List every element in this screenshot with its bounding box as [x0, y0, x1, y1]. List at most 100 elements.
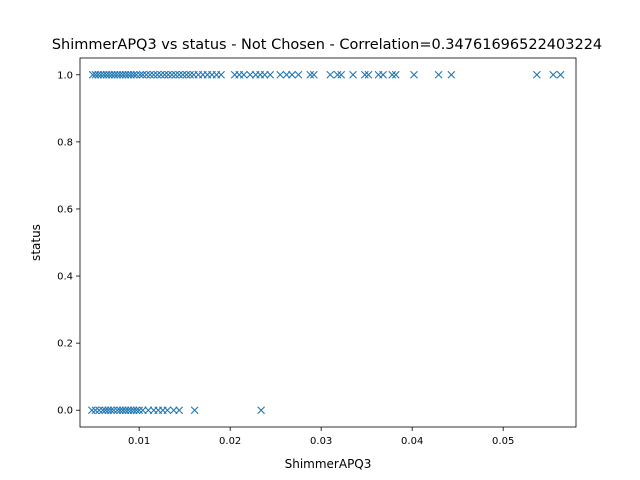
- data-point: [127, 70, 135, 79]
- y-tick-label: 0.2: [57, 339, 73, 350]
- data-point: [107, 70, 116, 79]
- data-point: [129, 70, 138, 79]
- data-point: [91, 70, 100, 79]
- data-point: [349, 70, 357, 79]
- data-point: [88, 70, 97, 79]
- data-point: [288, 70, 296, 79]
- y-tick-label: 0.0: [57, 406, 73, 417]
- data-point: [107, 406, 115, 415]
- x-tick-label: 0.04: [401, 436, 423, 447]
- data-point: [129, 406, 138, 415]
- chart-title: ShimmerAPQ3 vs status - Not Chosen - Cor…: [52, 37, 602, 53]
- data-point: [127, 406, 135, 415]
- data-point: [447, 70, 456, 79]
- data-point: [138, 70, 147, 79]
- y-axis-label: status: [29, 224, 43, 261]
- data-point: [246, 70, 255, 79]
- data-point: [379, 70, 387, 79]
- data-point: [306, 70, 315, 79]
- data-point: [556, 70, 565, 79]
- x-axis: 0.01 0.02 0.03 0.04 0.05: [128, 427, 514, 447]
- x-tick-label: 0.02: [219, 436, 241, 447]
- data-point: [132, 406, 141, 415]
- x-axis-label: ShimmerAPQ3: [285, 457, 372, 471]
- data-point: [118, 70, 127, 79]
- data-point: [549, 70, 558, 79]
- data-point: [239, 70, 248, 79]
- data-point: [160, 70, 169, 79]
- data-point: [157, 70, 165, 79]
- data-point: [217, 70, 225, 79]
- data-point: [178, 70, 187, 79]
- data-point: [266, 70, 275, 79]
- data-point: [124, 406, 133, 415]
- data-point: [410, 70, 418, 79]
- data-point: [282, 70, 291, 79]
- data-point: [110, 70, 119, 79]
- data-point: [101, 406, 110, 415]
- data-point: [91, 406, 100, 415]
- data-point: [260, 70, 269, 79]
- data-point: [116, 406, 124, 415]
- data-point: [113, 70, 122, 79]
- data-point: [102, 70, 111, 79]
- data-point: [168, 70, 176, 79]
- data-point: [391, 70, 400, 79]
- data-point: [532, 70, 541, 79]
- y-tick-label: 1.0: [57, 70, 73, 81]
- y-tick-label: 0.6: [57, 204, 73, 215]
- x-tick-label: 0.01: [128, 436, 150, 447]
- data-point: [175, 406, 184, 415]
- data-point: [171, 70, 180, 79]
- data-point: [124, 70, 133, 79]
- data-point: [163, 406, 172, 415]
- data-point: [337, 70, 346, 79]
- data-point: [97, 70, 105, 79]
- y-axis: 0.0 0.2 0.4 0.6 0.8 1.0: [57, 70, 80, 417]
- data-point: [121, 70, 130, 79]
- data-point: [146, 70, 154, 79]
- data-point: [87, 406, 96, 415]
- data-points: [87, 70, 565, 415]
- data-point: [294, 70, 303, 79]
- data-point: [99, 70, 108, 79]
- data-point: [109, 406, 118, 415]
- data-point: [190, 406, 199, 415]
- data-point: [153, 70, 162, 79]
- data-point: [149, 70, 158, 79]
- data-point: [175, 70, 184, 79]
- plot-frame: [79, 57, 577, 428]
- data-point: [105, 70, 114, 79]
- data-point: [434, 70, 443, 79]
- data-point: [116, 70, 124, 79]
- data-point: [138, 406, 147, 415]
- data-point: [257, 406, 265, 415]
- data-point: [186, 70, 195, 79]
- data-point: [121, 406, 130, 415]
- data-point: [98, 406, 107, 415]
- x-tick-label: 0.05: [492, 436, 514, 447]
- data-point: [135, 406, 144, 415]
- data-point: [144, 406, 153, 415]
- y-tick-label: 0.8: [57, 137, 73, 148]
- data-point: [94, 70, 103, 79]
- data-point: [95, 406, 104, 415]
- data-point: [104, 406, 113, 415]
- data-point: [136, 70, 144, 79]
- y-tick-label: 0.4: [57, 272, 73, 283]
- data-point: [333, 70, 342, 79]
- data-point: [276, 70, 285, 79]
- data-point: [132, 70, 141, 79]
- data-point: [164, 70, 173, 79]
- x-tick-label: 0.03: [310, 436, 332, 447]
- data-point: [118, 406, 127, 415]
- data-point: [169, 406, 178, 415]
- data-point: [142, 70, 151, 79]
- data-point: [326, 70, 335, 79]
- data-point: [182, 70, 191, 79]
- data-point: [360, 70, 369, 79]
- data-point: [388, 70, 397, 79]
- data-point: [310, 70, 318, 79]
- data-point: [364, 70, 373, 79]
